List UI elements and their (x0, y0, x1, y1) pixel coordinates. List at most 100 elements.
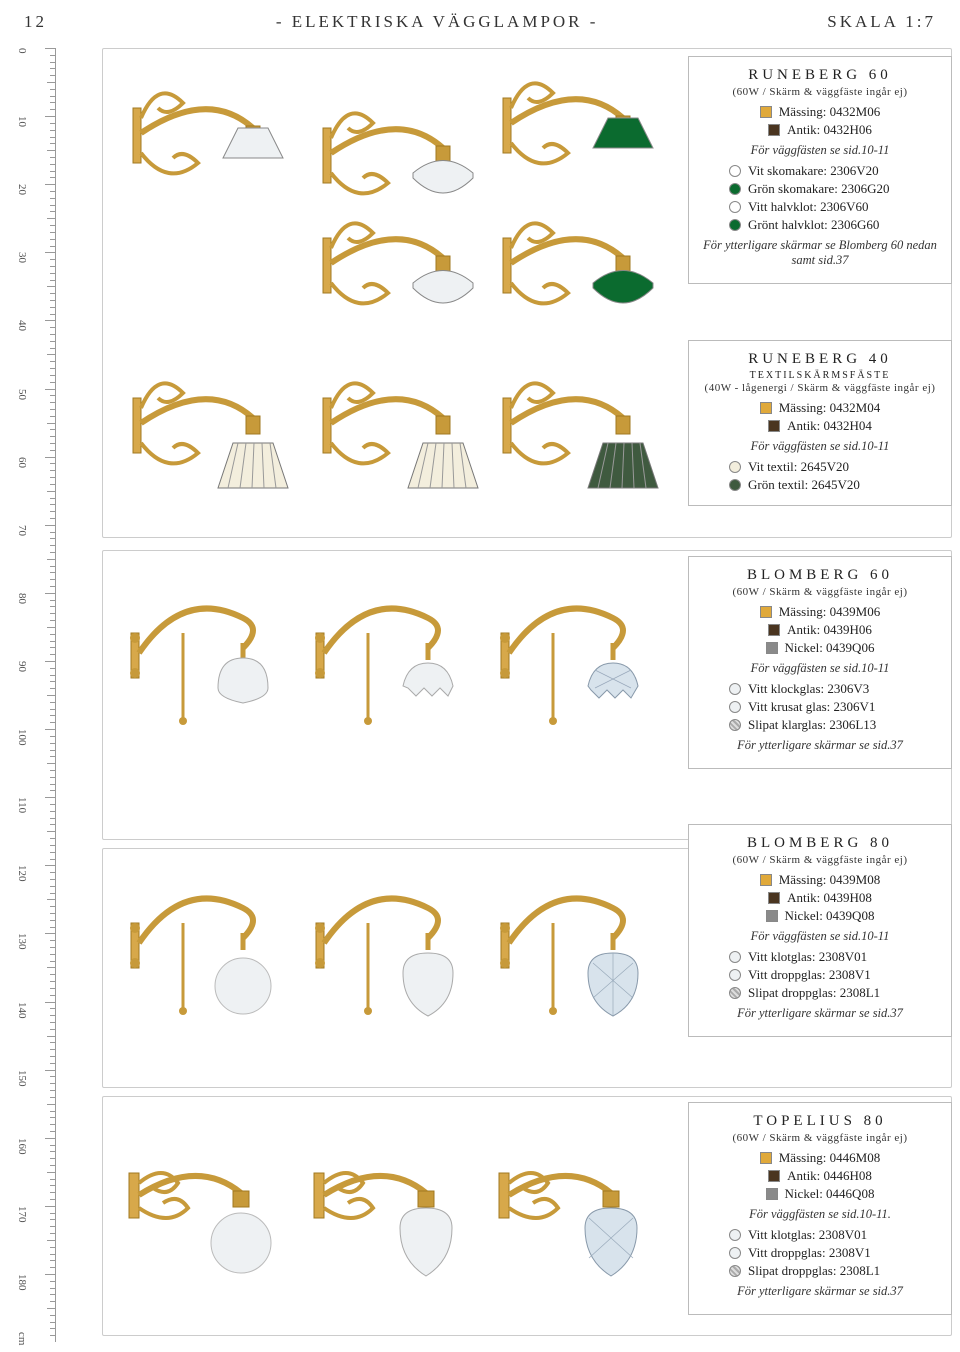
lamp-illustration (493, 868, 663, 1038)
page-title: - ELEKTRISKA VÄGGLAMPOR - (276, 12, 599, 32)
finish-option: Mässing: 0439M06 (701, 604, 939, 620)
shade-label: Slipat droppglas: 2308L1 (748, 1263, 880, 1279)
ruler-label: 30 (16, 252, 28, 263)
finish-label: Antik: 0439H08 (787, 890, 872, 906)
shade-label: Vit skomakare: 2306V20 (748, 163, 879, 179)
swatch-icon (768, 624, 780, 636)
shade-option: Vit textil: 2645V20 (729, 459, 939, 475)
shade-label: Grön skomakare: 2306G20 (748, 181, 890, 197)
product-title: RUNEBERG 40 (701, 351, 939, 368)
lamp-illustration (493, 578, 663, 748)
swatch-icon (729, 701, 741, 713)
page-scale: SKALA 1:7 (827, 12, 936, 32)
ruler-unit: cm (16, 1332, 28, 1345)
ruler-label: 0 (16, 48, 28, 54)
finish-label: Mässing: 0432M04 (779, 400, 880, 416)
ruler-label: 10 (16, 116, 28, 127)
product-note: För väggfästen se sid.10-11 (701, 439, 939, 454)
shade-option: Vitt klockglas: 2306V3 (729, 681, 939, 697)
swatch-icon (766, 1188, 778, 1200)
shade-label: Grönt halvklot: 2306G60 (748, 217, 879, 233)
swatch-icon (768, 892, 780, 904)
swatch-icon (729, 1229, 741, 1241)
lamp-illustration (128, 68, 308, 218)
ruler-label: 160 (16, 1138, 28, 1155)
lamp-illustration (308, 868, 478, 1038)
product-note: För väggfästen se sid.10-11. (701, 1207, 939, 1222)
product-note: För ytterligare skärmar se Blomberg 60 n… (701, 238, 939, 268)
product-info-runeberg40: RUNEBERG 40 TEXTILSKÄRMSFÄSTE(40W - lågen… (688, 340, 952, 506)
finish-option: Mässing: 0446M08 (701, 1150, 939, 1166)
shade-label: Vitt klotglas: 2308V01 (748, 1227, 867, 1243)
ruler-label: 120 (16, 865, 28, 882)
swatch-icon (760, 106, 772, 118)
lamp-illustration (318, 198, 498, 348)
swatch-icon (760, 1152, 772, 1164)
product-subtitle: (60W / Skärm & väggfäste ingår ej) (701, 854, 939, 866)
shade-option: Vitt krusat glas: 2306V1 (729, 699, 939, 715)
swatch-icon (729, 201, 741, 213)
finish-option: Mässing: 0432M04 (701, 400, 939, 416)
swatch-icon (760, 402, 772, 414)
swatch-icon (768, 420, 780, 432)
product-title: BLOMBERG 80 (701, 835, 939, 852)
finish-label: Mässing: 0439M08 (779, 872, 880, 888)
finish-label: Mässing: 0439M06 (779, 604, 880, 620)
product-subtitle: (40W - lågenergi / Skärm & väggfäste ing… (701, 382, 939, 394)
shade-option: Vitt droppglas: 2308V1 (729, 967, 939, 983)
product-note: För ytterligare skärmar se sid.37 (701, 1284, 939, 1299)
ruler-label: 20 (16, 184, 28, 195)
swatch-icon (729, 1265, 741, 1277)
ruler-label: 140 (16, 1002, 28, 1019)
finish-option: Antik: 0432H04 (701, 418, 939, 434)
ruler-label: 170 (16, 1206, 28, 1223)
shade-label: Vitt droppglas: 2308V1 (748, 967, 871, 983)
shade-label: Vitt halvklot: 2306V60 (748, 199, 869, 215)
lamp-illustration (498, 358, 678, 508)
ruler-label: 180 (16, 1274, 28, 1291)
product-title: RUNEBERG 60 (701, 67, 939, 84)
product-title: BLOMBERG 60 (701, 567, 939, 584)
shade-label: Slipat droppglas: 2308L1 (748, 985, 880, 1001)
ruler-label: 90 (16, 661, 28, 672)
swatch-icon (729, 951, 741, 963)
swatch-icon (729, 165, 741, 177)
page-number: 12 (24, 12, 47, 32)
product-info-blomberg80: BLOMBERG 80 (60W / Skärm & väggfäste ingå… (688, 824, 952, 1037)
finish-option: Mässing: 0439M08 (701, 872, 939, 888)
ruler-label: 40 (16, 320, 28, 331)
finish-label: Antik: 0432H06 (787, 122, 872, 138)
product-subtitle: (60W / Skärm & väggfäste ingår ej) (701, 586, 939, 598)
shade-option: Vitt halvklot: 2306V60 (729, 199, 939, 215)
shade-option: Vitt klotglas: 2308V01 (729, 1227, 939, 1243)
ruler-label: 70 (16, 525, 28, 536)
ruler-label: 80 (16, 593, 28, 604)
lamp-illustration (493, 1128, 663, 1293)
page-header: 12 - ELEKTRISKA VÄGGLAMPOR - SKALA 1:7 (0, 0, 960, 40)
finish-option: Nickel: 0446Q08 (701, 1186, 939, 1202)
lamp-illustration (308, 1128, 478, 1293)
product-pretitle: TEXTILSKÄRMSFÄSTE (701, 370, 939, 381)
finish-label: Nickel: 0439Q06 (785, 640, 875, 656)
lamp-illustration (128, 358, 308, 508)
finish-option: Antik: 0439H06 (701, 622, 939, 638)
shade-option: Vitt klotglas: 2308V01 (729, 949, 939, 965)
swatch-icon (766, 642, 778, 654)
ruler: 0102030405060708090100110120130140150160… (20, 48, 56, 1342)
product-info-runeberg60: RUNEBERG 60 (60W / Skärm & väggfäste ingå… (688, 56, 952, 284)
ruler-label: 100 (16, 729, 28, 746)
shade-label: Vitt klotglas: 2308V01 (748, 949, 867, 965)
finish-label: Mässing: 0446M08 (779, 1150, 880, 1166)
lamp-illustration (123, 868, 293, 1038)
shade-option: Grön skomakare: 2306G20 (729, 181, 939, 197)
product-subtitle: (60W / Skärm & väggfäste ingår ej) (701, 86, 939, 98)
finish-option: Antik: 0446H08 (701, 1168, 939, 1184)
shade-option: Grön textil: 2645V20 (729, 477, 939, 493)
shade-option: Slipat klarglas: 2306L13 (729, 717, 939, 733)
swatch-icon (729, 461, 741, 473)
swatch-icon (768, 1170, 780, 1182)
swatch-icon (729, 183, 741, 195)
product-subtitle: (60W / Skärm & väggfäste ingår ej) (701, 1132, 939, 1144)
shade-label: Grön textil: 2645V20 (748, 477, 860, 493)
lamp-illustration (123, 1128, 293, 1293)
